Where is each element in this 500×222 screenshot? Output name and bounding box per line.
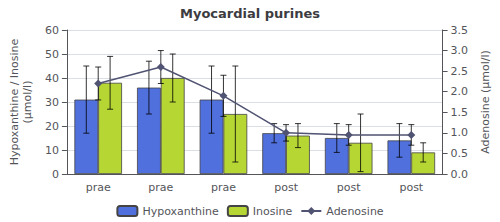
svg-text:post: post: [399, 181, 423, 194]
svg-text:3.5: 3.5: [451, 24, 469, 37]
svg-text:Myocardial purines: Myocardial purines: [180, 6, 320, 21]
svg-text:1.5: 1.5: [451, 106, 469, 119]
svg-text:60: 60: [45, 24, 59, 37]
svg-text:Hypoxanthine / Inosine: Hypoxanthine / Inosine: [8, 38, 21, 165]
svg-text:40: 40: [45, 72, 59, 85]
svg-text:0: 0: [52, 168, 59, 181]
svg-text:Hypoxanthine: Hypoxanthine: [142, 205, 219, 218]
svg-text:Adenosine (μmol/l): Adenosine (μmol/l): [479, 50, 492, 154]
svg-text:10: 10: [45, 144, 59, 157]
svg-text:post: post: [337, 181, 361, 194]
svg-text:2.5: 2.5: [451, 65, 469, 78]
svg-text:prae: prae: [211, 181, 236, 194]
svg-text:0.0: 0.0: [451, 168, 469, 181]
svg-text:Adenosine: Adenosine: [326, 205, 384, 218]
svg-text:prae: prae: [148, 181, 173, 194]
svg-text:0.5: 0.5: [451, 147, 469, 160]
svg-text:20: 20: [45, 120, 59, 133]
svg-text:Inosine: Inosine: [253, 205, 293, 218]
svg-text:prae: prae: [86, 181, 111, 194]
svg-text:1.0: 1.0: [451, 126, 469, 139]
svg-text:2.0: 2.0: [451, 85, 469, 98]
svg-text:(μmol/l): (μmol/l): [21, 81, 34, 124]
svg-text:3.0: 3.0: [451, 44, 469, 57]
svg-text:post: post: [274, 181, 298, 194]
svg-text:30: 30: [45, 96, 59, 109]
svg-text:50: 50: [45, 48, 59, 61]
